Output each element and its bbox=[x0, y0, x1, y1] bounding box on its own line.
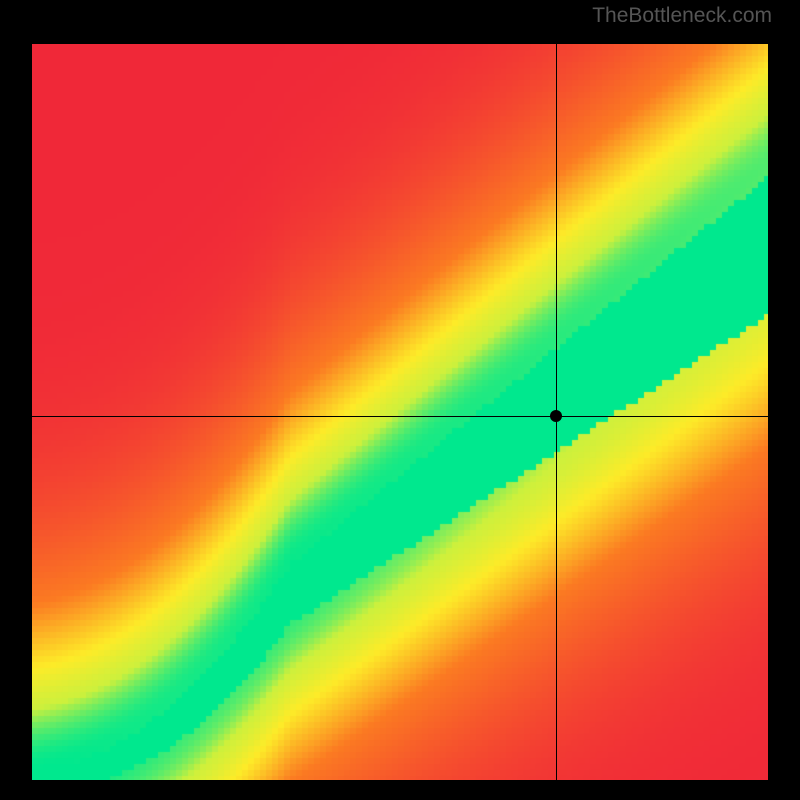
heatmap-plot bbox=[32, 44, 768, 780]
watermark-text: TheBottleneck.com bbox=[592, 4, 772, 28]
crosshair-horizontal bbox=[32, 416, 768, 417]
heatmap-canvas bbox=[32, 44, 768, 780]
marker-dot bbox=[550, 410, 562, 422]
chart-container: TheBottleneck.com bbox=[0, 0, 800, 800]
